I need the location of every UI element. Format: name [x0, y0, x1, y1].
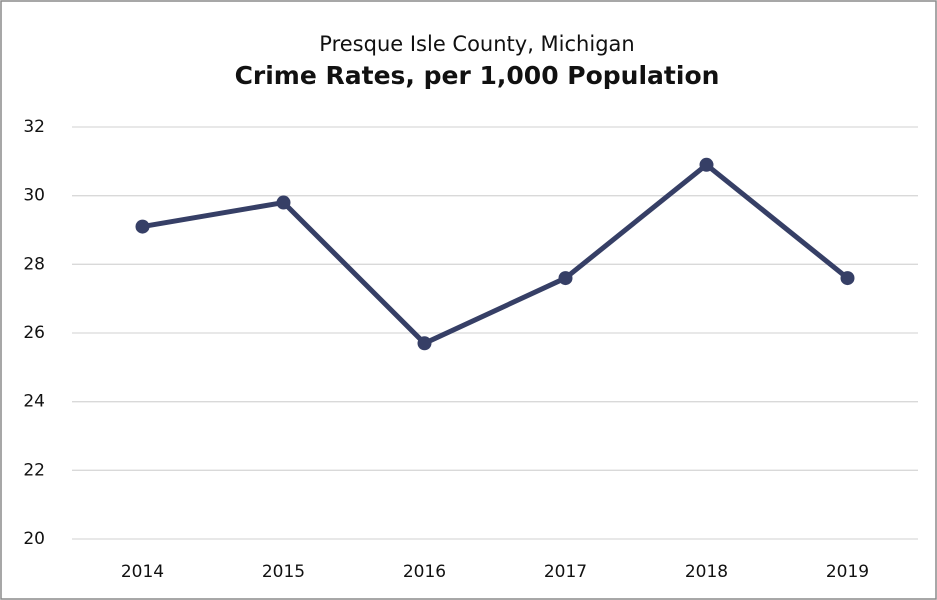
data-point	[276, 195, 291, 210]
data-line	[142, 162, 850, 346]
x-tick-label: 2017	[544, 562, 587, 582]
y-tick-label: 20	[23, 529, 45, 549]
data-point	[558, 271, 573, 286]
data-point	[840, 271, 855, 286]
y-tick-label: 24	[23, 392, 45, 412]
y-tick-label: 32	[23, 117, 45, 137]
x-tick-label: 2015	[262, 562, 305, 582]
x-tick-label: 2014	[121, 562, 164, 582]
y-tick-label: 30	[23, 186, 45, 206]
chart-title: Crime Rates, per 1,000 Population	[235, 61, 720, 90]
y-tick-label: 22	[23, 460, 45, 480]
chart-subtitle: Presque Isle County, Michigan	[319, 32, 634, 56]
data-point	[699, 157, 714, 172]
data-point	[135, 219, 150, 234]
y-tick-label: 28	[23, 254, 45, 274]
data-point	[417, 336, 432, 351]
x-tick-label: 2019	[826, 562, 869, 582]
x-tick-label: 2018	[685, 562, 728, 582]
y-tick-label: 26	[23, 323, 45, 343]
x-tick-label: 2016	[403, 562, 446, 582]
